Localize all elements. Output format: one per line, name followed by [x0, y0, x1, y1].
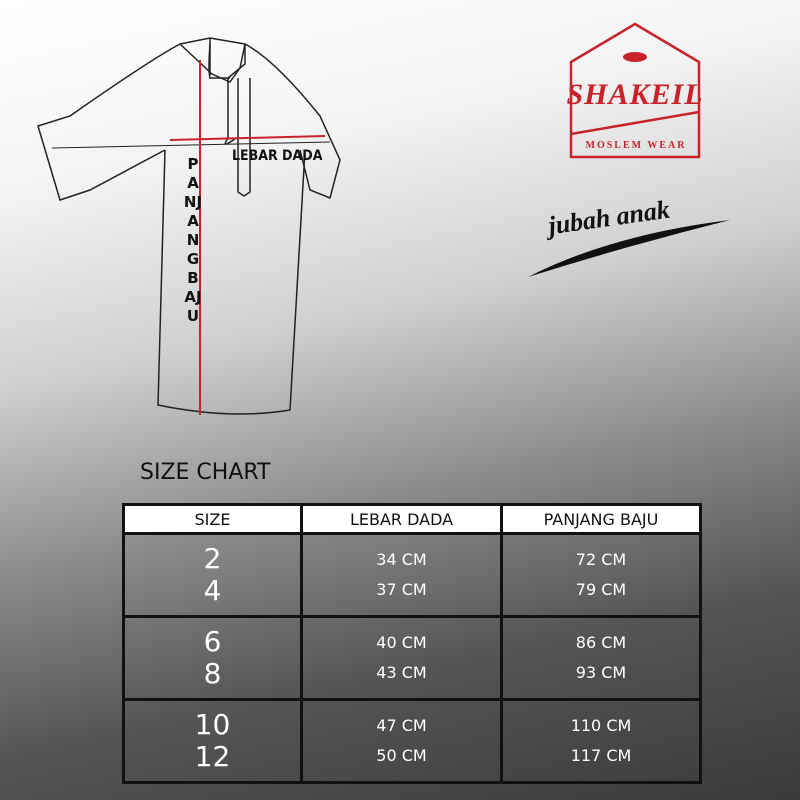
panjang-baju-label: PANJANG BAJU — [183, 155, 203, 325]
header-lebar-dada: LEBAR DADA — [300, 503, 503, 535]
table-row: 10 12 47 CM 50 CM 110 CM 117 CM — [122, 699, 702, 784]
panjang-cell: 117 CM — [570, 746, 632, 765]
table-header: SIZE LEBAR DADA PANJANG BAJU — [122, 503, 702, 535]
lebar-cell: 43 CM — [376, 663, 427, 682]
size-chart-title: SIZE CHART — [140, 460, 271, 485]
lebar-dada-label: LEBAR DADA — [232, 148, 323, 164]
size-cell: 12 — [194, 740, 231, 773]
brand-name: SHAKEIL — [566, 78, 704, 111]
lebar-cell: 37 CM — [376, 580, 427, 599]
shirt-illustration — [37, 37, 341, 415]
lebar-cell: 34 CM — [376, 550, 427, 569]
size-cell: 8 — [203, 657, 222, 690]
lebar-cell: 40 CM — [376, 633, 427, 652]
panjang-cell: 72 CM — [575, 550, 627, 569]
brand-tagline: MOSLEM WEAR — [585, 140, 687, 151]
panjang-cell: 86 CM — [575, 633, 627, 652]
size-cell: 6 — [203, 625, 222, 658]
swoosh-icon — [528, 220, 730, 277]
panjang-cell: 93 CM — [575, 663, 627, 682]
lebar-cell: 47 CM — [376, 716, 427, 735]
brand-logo-frame — [569, 22, 701, 159]
ornament-icon — [623, 52, 647, 62]
panjang-cell: 110 CM — [570, 716, 632, 735]
size-cell: 10 — [194, 708, 231, 741]
size-cell: 2 — [203, 542, 222, 575]
lebar-cell: 50 CM — [376, 746, 427, 765]
header-size: SIZE — [122, 503, 303, 535]
size-cell: 4 — [203, 574, 222, 607]
header-panjang-baju: PANJANG BAJU — [500, 503, 702, 535]
panjang-cell: 79 CM — [575, 580, 627, 599]
